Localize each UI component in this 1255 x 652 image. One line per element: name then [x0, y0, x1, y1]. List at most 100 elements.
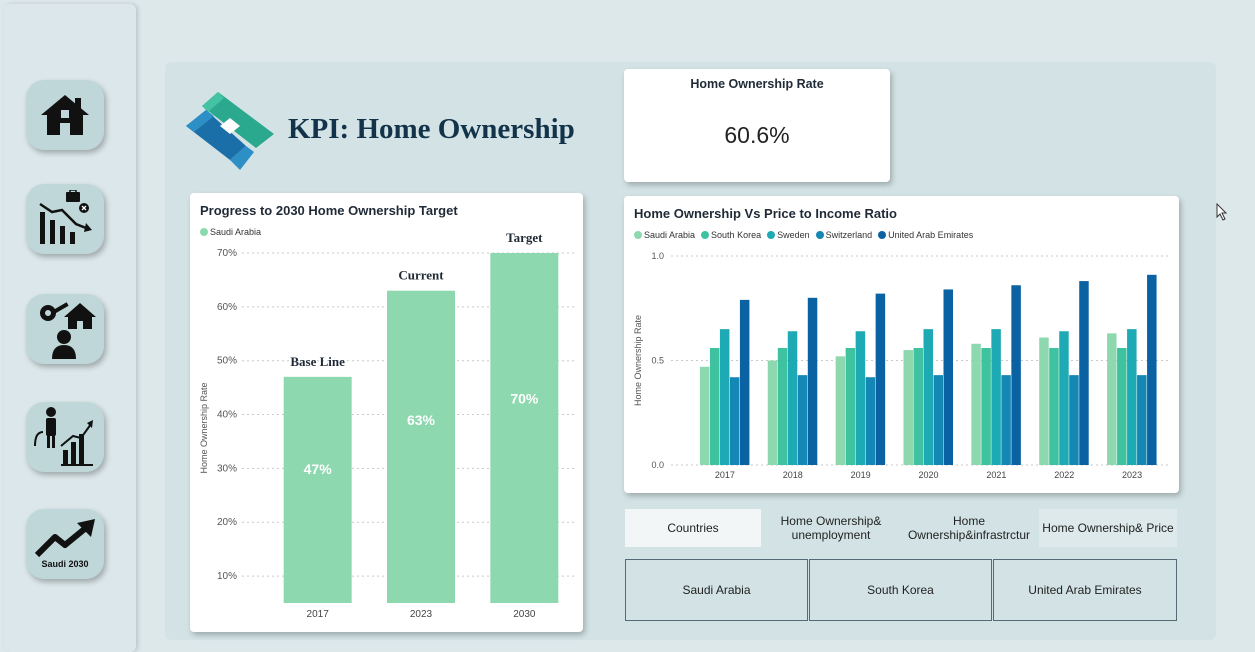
bar	[971, 343, 981, 465]
home-ownership-rate-card: Home Ownership Rate 60.6%	[624, 69, 890, 182]
bar-value-label: 47%	[304, 461, 333, 477]
nav-infrastructure-button[interactable]	[26, 402, 104, 472]
bar	[835, 356, 846, 465]
income-chart-legend: Saudi Arabia South Korea Sweden Switzerland…	[634, 230, 973, 240]
bar	[923, 329, 933, 465]
bar	[787, 331, 798, 465]
bar	[981, 347, 991, 465]
y-axis-label: Home Ownership Rate	[199, 382, 209, 473]
bar	[283, 376, 352, 603]
legend-item[interactable]: Saudi Arabia	[634, 230, 695, 240]
tab-label: Home Ownership& unemployment	[780, 514, 882, 542]
bar-annotation: Base Line	[290, 354, 345, 369]
home-icon	[41, 95, 89, 135]
bar-value-label: 63%	[407, 412, 436, 428]
unemployment-chart-icon	[39, 190, 92, 244]
y-tick-label: 1.0	[651, 251, 664, 261]
legend-label: Saudi Arabia	[644, 230, 696, 240]
y-tick-label: 70%	[217, 248, 237, 259]
legend-item[interactable]: Switzerland	[815, 230, 873, 240]
legend-dot	[200, 228, 208, 236]
progress-chart-card: Progress to 2030 Home Ownership Target S…	[190, 193, 583, 632]
bar	[387, 290, 455, 603]
progress-chart-legend: Saudi Arabia	[200, 227, 261, 237]
x-tick-label: 2023	[1122, 470, 1142, 480]
slicer-saudi-arabia[interactable]: Saudi Arabia	[625, 559, 808, 621]
legend-item[interactable]: Saudi Arabia	[200, 227, 261, 237]
bar	[739, 299, 750, 465]
y-tick-label: 50%	[217, 356, 237, 367]
bar	[1127, 329, 1137, 465]
nav-home-button[interactable]	[26, 80, 104, 150]
nav-unemployment-button[interactable]	[26, 184, 104, 254]
x-tick-label: 2018	[783, 470, 803, 480]
legend-item[interactable]: South Korea	[701, 230, 761, 240]
tab-ownership-unemployment[interactable]: Home Ownership& unemployment	[763, 509, 899, 547]
bar	[1147, 274, 1157, 465]
bar	[875, 293, 886, 465]
bar	[797, 375, 808, 465]
bar	[1011, 285, 1021, 465]
bar	[1079, 281, 1089, 465]
bar	[1001, 375, 1011, 465]
tab-label: Home Ownership& Price	[1042, 521, 1174, 535]
person-growth-chart-icon	[34, 407, 93, 466]
y-tick-label: 30%	[217, 463, 237, 474]
legend-label: South Korea	[711, 230, 762, 240]
bar	[933, 375, 943, 465]
x-tick-label: 2017	[715, 470, 735, 480]
bar	[903, 350, 913, 465]
x-tick-label: 2017	[307, 609, 330, 620]
sidebar: Saudi 2030	[4, 4, 136, 652]
legend-dot	[815, 231, 824, 239]
tab-ownership-infrastructure[interactable]: Home Ownership&infrastrctur	[901, 509, 1037, 547]
bar	[699, 366, 710, 465]
trend-up-arrow-icon	[34, 519, 95, 558]
legend-dot	[767, 231, 776, 239]
bar-annotation: Current	[398, 268, 444, 283]
nav-ownership-button[interactable]	[26, 294, 104, 364]
income-bar-chart: 0.0 0.5 1.0 Home Ownership Rate 2017 2018 2019…	[633, 251, 1169, 480]
bar	[1107, 333, 1117, 465]
legend-label: Switzerland	[825, 230, 873, 240]
x-tick-label: 2022	[1054, 470, 1074, 480]
y-tick-label: 0.0	[651, 460, 664, 470]
legend-item[interactable]: Sweden	[767, 230, 810, 240]
bar	[943, 289, 953, 465]
slicer-label: Saudi Arabia	[682, 583, 751, 597]
legend-label: Saudi Arabia	[210, 227, 262, 237]
bar	[845, 347, 856, 465]
y-tick-label: 0.5	[651, 356, 664, 366]
income-chart-card: Home Ownership Vs Price to Income Ratio …	[624, 196, 1179, 493]
y-tick-label: 10%	[217, 571, 237, 582]
bar	[719, 329, 730, 465]
x-tick-label: 2030	[513, 609, 536, 620]
bar	[729, 377, 740, 465]
bar-value-label: 70%	[510, 391, 539, 407]
y-axis-label: Home Ownership Rate	[633, 315, 643, 406]
bar	[913, 347, 923, 465]
nav-saudi-2030-button[interactable]: Saudi 2030	[26, 509, 104, 579]
legend-item[interactable]: United Arab Emirates	[878, 230, 973, 240]
y-tick-label: 60%	[217, 302, 237, 313]
tab-label: Countries	[667, 521, 719, 535]
bar	[1059, 331, 1069, 465]
rate-card-value: 60.6%	[724, 122, 790, 148]
bar	[1049, 347, 1059, 465]
x-tick-label: 2021	[986, 470, 1006, 480]
bar	[991, 329, 1001, 465]
slicer-united-arab-emirates[interactable]: United Arab Emirates	[993, 559, 1177, 621]
bar	[1137, 375, 1147, 465]
slicer-label: United Arab Emirates	[1028, 583, 1142, 597]
bar	[709, 347, 720, 465]
tab-ownership-price[interactable]: Home Ownership& Price	[1039, 509, 1177, 547]
income-chart-title: Home Ownership Vs Price to Income Ratio	[634, 206, 897, 221]
bar	[807, 297, 818, 465]
x-tick-label: 2023	[410, 609, 433, 620]
saudi-2030-caption: Saudi 2030	[41, 559, 89, 569]
mouse-cursor-icon	[1216, 203, 1228, 221]
tab-countries[interactable]: Countries	[625, 509, 761, 547]
slicer-south-korea[interactable]: South Korea	[809, 559, 992, 621]
legend-label: Sweden	[777, 230, 810, 240]
legend-dot	[634, 231, 642, 239]
